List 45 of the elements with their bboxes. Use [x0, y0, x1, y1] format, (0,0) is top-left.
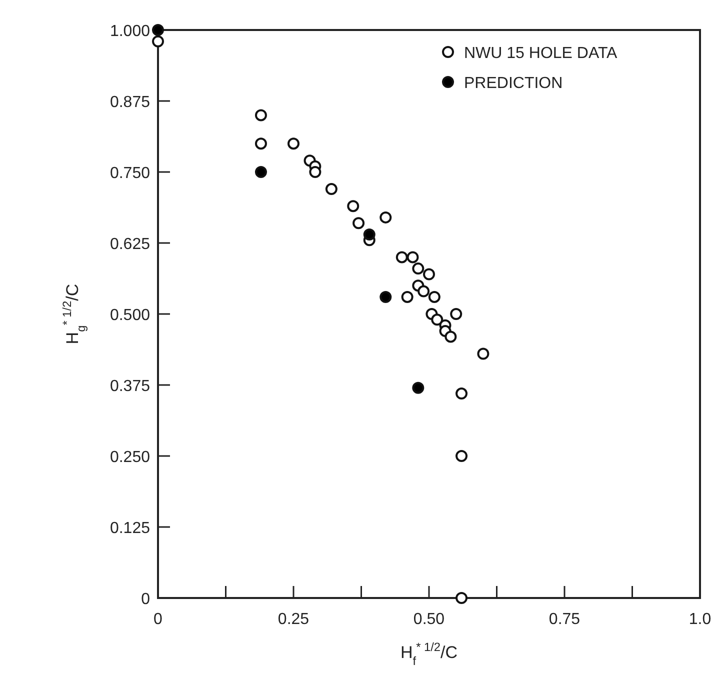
point	[380, 290, 392, 303]
x-tick-label: 0.75	[548, 611, 580, 628]
legend-label: PREDICTION	[464, 75, 563, 92]
point	[380, 211, 392, 224]
x-tick-label: 0.25	[278, 611, 310, 628]
point	[444, 330, 457, 343]
point	[347, 200, 360, 212]
point	[288, 138, 300, 150]
y-tick-label: 0.125	[110, 520, 150, 537]
point	[254, 138, 267, 150]
point	[456, 450, 468, 462]
y-tick-label: 0.500	[110, 307, 150, 324]
point	[309, 166, 322, 178]
point	[396, 251, 408, 264]
point	[428, 290, 440, 303]
y-tick-label: 0.250	[110, 449, 150, 466]
point	[401, 290, 414, 303]
y-tick-label: 0.875	[110, 94, 150, 111]
point	[412, 262, 424, 275]
point	[254, 166, 267, 178]
point	[152, 35, 164, 48]
point	[450, 308, 462, 320]
x-tick-label: 0.50	[413, 611, 445, 628]
x-tick-label: 1.0	[688, 611, 712, 628]
point	[406, 251, 419, 264]
point	[418, 285, 430, 298]
point	[363, 228, 376, 240]
point	[423, 268, 435, 280]
point	[352, 217, 365, 230]
x-axis-title: H$_{f}$$^{* 1/2}$/C	[400, 640, 458, 668]
y-tick-label: 0	[141, 591, 150, 608]
point	[431, 314, 444, 326]
y-tick-label: 1.000	[110, 23, 150, 40]
point	[456, 592, 468, 604]
y-tick-label: 0.625	[110, 236, 150, 253]
point	[477, 348, 490, 360]
legend-label: NWU 15 HOLE DATA	[464, 45, 618, 62]
point	[254, 109, 267, 122]
y-tick-label: 0.750	[110, 165, 150, 182]
y-tick-label: 0.375	[110, 378, 150, 395]
point	[412, 382, 424, 394]
point	[456, 388, 468, 400]
x-tick-label: 0	[154, 611, 163, 628]
point	[325, 183, 338, 196]
point	[152, 24, 164, 36]
